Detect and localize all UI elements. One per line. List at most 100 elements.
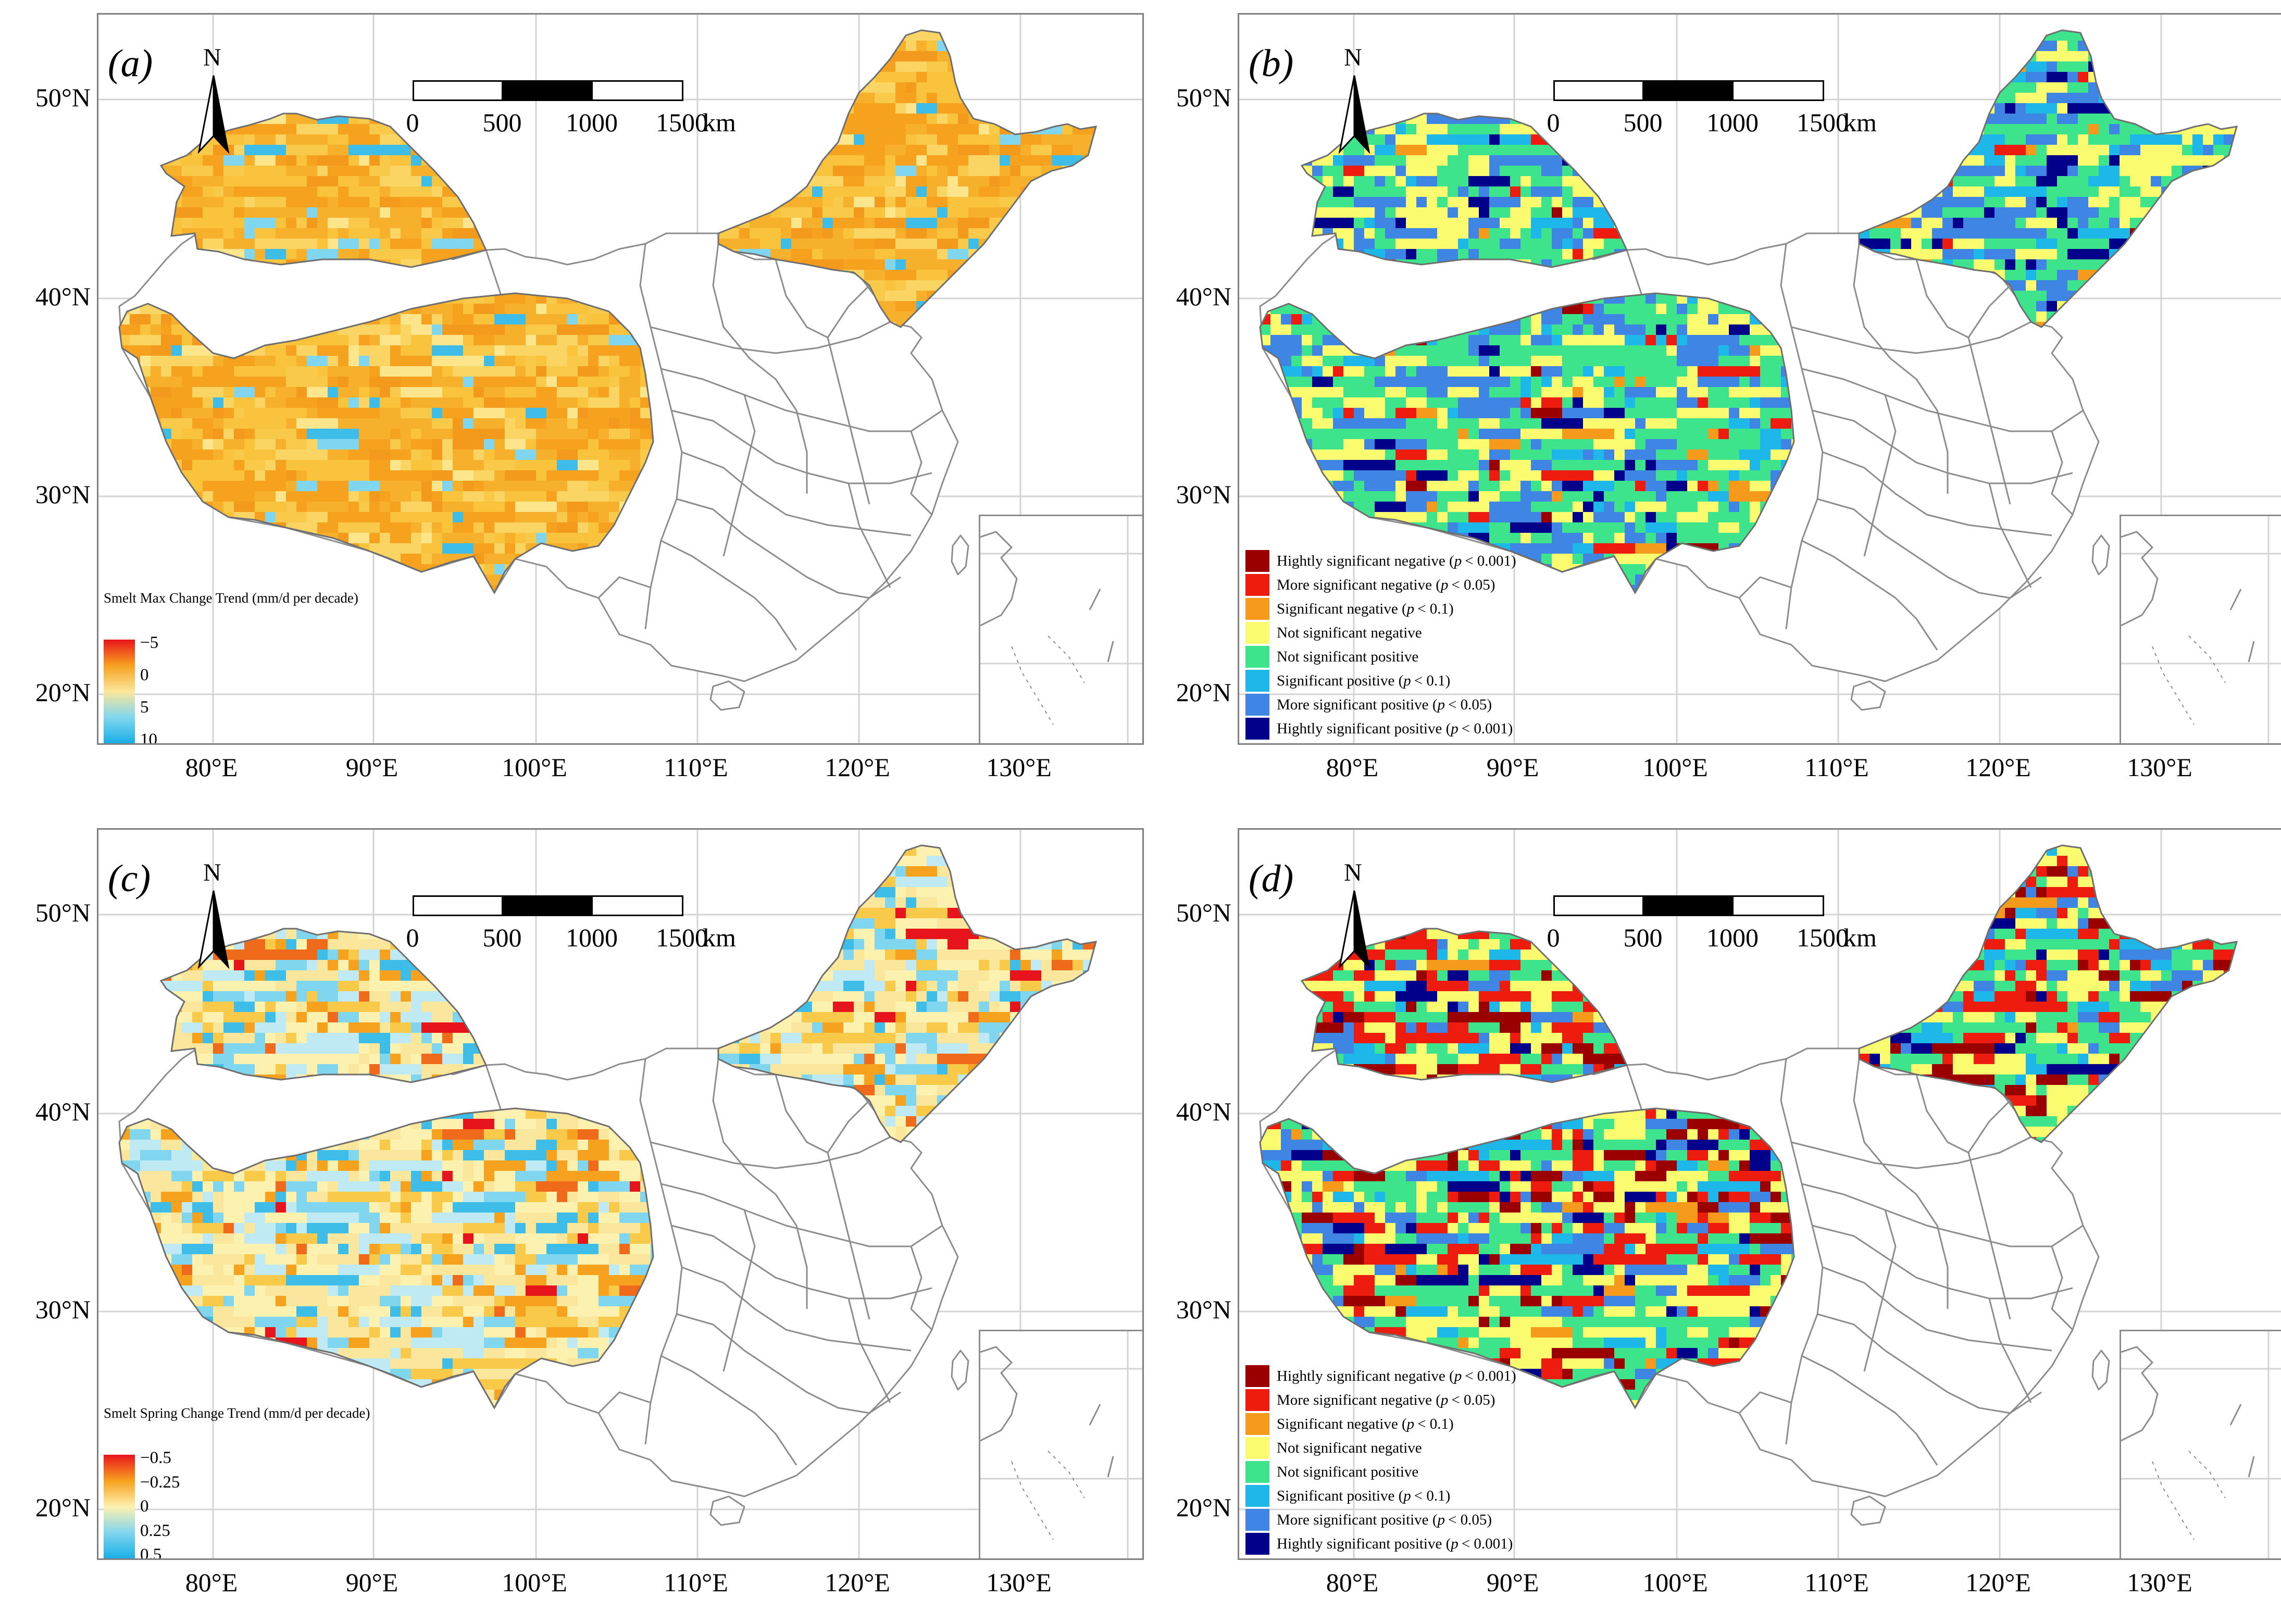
legend-paren: ) — [1487, 696, 1492, 713]
latitude-label: 30°N — [35, 1295, 91, 1324]
legend-paren: ) — [1445, 1487, 1451, 1504]
province-boundary — [1915, 1074, 2011, 1154]
legend-condition: < 0.001 — [1461, 720, 1508, 737]
legend-swatch — [1245, 550, 1269, 572]
province-boundary — [1822, 1266, 2052, 1352]
legend-item: Significant positive (p < 0.1) — [1245, 1485, 1450, 1507]
region-outline — [717, 29, 1098, 328]
inset-map — [980, 516, 1142, 743]
legend-paren: ) — [1487, 1511, 1492, 1528]
legend-swatch — [1245, 1485, 1269, 1507]
island-boundary — [1850, 680, 1886, 711]
legend-item-label: More significant negative — [1277, 1391, 1432, 1408]
legend-condition: < 0.05 — [1448, 696, 1487, 713]
province-boundary — [1801, 1355, 1938, 1466]
province-boundary — [827, 1152, 870, 1320]
province-boundary — [1853, 243, 1949, 494]
legend-condition: < 0.1 — [1417, 600, 1449, 617]
region-outline — [1259, 292, 1795, 595]
scale-segment — [1733, 897, 1823, 915]
scale-tick-label: 500 — [1623, 108, 1663, 137]
legend-item-label: Significant negative — [1277, 1415, 1398, 1432]
scale-tick-label: 0 — [1547, 108, 1560, 137]
latitude-label: 50°N — [35, 83, 91, 112]
province-boundary — [681, 1266, 912, 1352]
map-canvas — [1239, 15, 2281, 743]
longitude-label: 130°E — [986, 1568, 1052, 1597]
legend-paren: ) — [1490, 576, 1495, 593]
province-boundary — [1967, 1152, 2011, 1320]
legend-item: Not significant negative — [1245, 622, 1422, 644]
latitude-label: 30°N — [1176, 1295, 1231, 1324]
legend-swatch — [1245, 1509, 1269, 1531]
legend-condition: < 0.001 — [1461, 1535, 1508, 1552]
north-arrow-icon — [1338, 75, 1370, 154]
scale-tick-label: 0 — [1547, 923, 1560, 952]
panel-label: (c) — [108, 857, 151, 900]
legend-swatch — [1245, 1461, 1269, 1483]
legend-condition: < 0.05 — [1451, 576, 1490, 593]
province-boundary — [2051, 431, 2074, 516]
province-boundary — [660, 1183, 943, 1247]
scale-tick-label: 500 — [482, 108, 522, 137]
scale-tick-label: 1000 — [1706, 923, 1759, 952]
province-boundary — [639, 1058, 683, 1445]
province-boundary — [1915, 259, 2011, 339]
region-outline — [1858, 29, 2238, 328]
longitude-label: 90°E — [1486, 1568, 1539, 1597]
legend-tick-label: 0.5 — [140, 1545, 162, 1560]
legend-paren: ) — [1507, 1535, 1513, 1552]
legend-paren: ) — [1511, 1367, 1516, 1384]
island-boundary — [2091, 1350, 2110, 1391]
longitude-label: 110°E — [1804, 753, 1869, 782]
province-boundary — [722, 1209, 756, 1372]
longitude-label: 130°E — [2127, 753, 2192, 782]
map-frame: (c) N 0 500 1000 1500 km Smelt Spring Change Tr… — [97, 828, 1144, 1560]
province-boundary — [847, 1298, 891, 1403]
legend-swatch — [1245, 622, 1269, 644]
panel-label: (b) — [1249, 42, 1294, 85]
legend-p-symbol: p — [1406, 600, 1415, 617]
scale-tick-label: 500 — [1623, 923, 1663, 952]
province-boundary — [676, 1313, 901, 1414]
latitude-label: 40°N — [1176, 1097, 1231, 1126]
legend-item: Not significant positive — [1245, 646, 1418, 668]
legend-swatch — [1245, 1365, 1269, 1387]
scale-segment — [1733, 82, 1823, 99]
legend-item: Significant positive (p < 0.1) — [1245, 670, 1450, 692]
map-frame: (a) N 0 500 1000 1500 km Smelt Max Change Trend… — [97, 13, 1144, 745]
province-boundary — [1967, 337, 2011, 505]
scale-bar — [1553, 80, 1824, 101]
longitude-label: 90°E — [345, 753, 398, 782]
province-boundary — [910, 431, 933, 516]
legend-item-label: More significant negative — [1277, 576, 1432, 593]
longitude-label: 120°E — [825, 753, 890, 782]
province-boundary — [597, 1391, 651, 1414]
latitude-label: 50°N — [35, 898, 91, 927]
south-china-sea-inset — [979, 1330, 1142, 1558]
north-letter: N — [1344, 859, 1362, 886]
province-boundary — [910, 1246, 933, 1331]
legend-tick-label: −5 — [140, 633, 159, 652]
region-outline — [1858, 844, 2238, 1143]
province-boundary — [1801, 540, 1938, 651]
legend-title: Smelt Max Change Trend (mm/d per decade) — [104, 590, 358, 606]
legend-item-label: Not significant negative — [1277, 1439, 1422, 1456]
region-outline — [159, 928, 488, 1083]
province-boundary — [1780, 1058, 1824, 1445]
scale-segment — [1555, 897, 1644, 915]
province-boundary — [1812, 409, 2073, 484]
province-boundary — [775, 1074, 870, 1154]
legend-swatch — [1245, 646, 1269, 668]
legend-tick-label: 0 — [140, 666, 149, 684]
north-arrow-icon — [1338, 890, 1370, 969]
latitude-label: 30°N — [1176, 480, 1231, 509]
legend-p-symbol: p — [1403, 672, 1411, 689]
inset-map — [2121, 516, 2281, 743]
map-canvas — [1239, 830, 2281, 1558]
legend-item: Hightly significant negative (p < 0.001) — [1245, 550, 1516, 572]
province-boundary — [827, 337, 870, 505]
scale-segment — [592, 897, 682, 915]
legend-swatch — [1245, 694, 1269, 716]
legend-swatch — [1245, 598, 1269, 620]
